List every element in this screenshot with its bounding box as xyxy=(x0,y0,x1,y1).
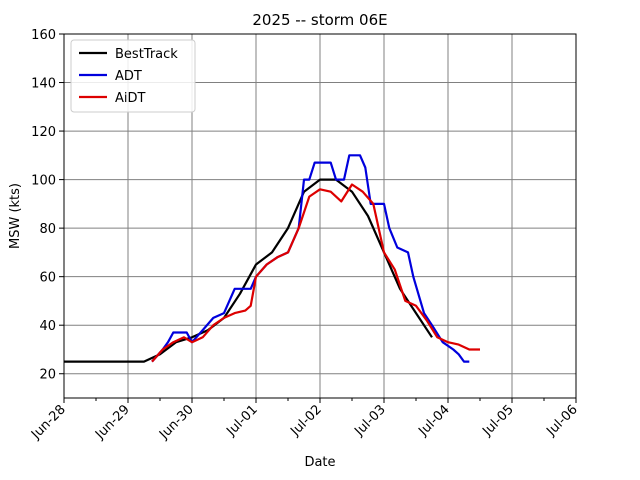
legend-label-adt: ADT xyxy=(115,69,142,84)
y-axis-label: MSW (kts) xyxy=(8,183,23,249)
x-tick-label: Jun-29 xyxy=(92,402,133,443)
series-line-adt xyxy=(151,154,470,363)
y-tick-label: 120 xyxy=(31,125,56,140)
x-tick-label: Jun-30 xyxy=(156,402,197,443)
legend-label-aidt: AiDT xyxy=(115,91,146,106)
legend-label-besttrack: BestTrack xyxy=(115,47,178,62)
series-line-aidt xyxy=(151,183,480,363)
x-tick-label: Jul-06 xyxy=(543,402,580,439)
y-tick-label: 60 xyxy=(39,271,56,286)
series-layer xyxy=(64,154,480,363)
chart-title: 2025 -- storm 06E xyxy=(252,11,387,29)
y-tick-label: 140 xyxy=(31,77,56,92)
legend: BestTrack ADT AiDT xyxy=(70,39,196,113)
x-axis-label: Date xyxy=(304,455,335,470)
x-tick-label: Jul-03 xyxy=(351,402,388,439)
legend-box xyxy=(70,39,196,113)
y-tick-label: 80 xyxy=(39,222,56,237)
x-tick-label: Jul-01 xyxy=(223,402,260,439)
y-tick-label: 20 xyxy=(39,368,56,383)
y-tick-label: 100 xyxy=(31,174,56,189)
series-line-besttrack xyxy=(64,178,433,363)
x-tick-label: Jul-02 xyxy=(287,402,324,439)
y-tick-label: 160 xyxy=(31,28,56,43)
x-tick-label: Jun-28 xyxy=(28,402,69,443)
x-tick-label: Jul-05 xyxy=(479,402,516,439)
y-tick-label: 40 xyxy=(39,319,56,334)
x-tick-label: Jul-04 xyxy=(415,402,452,439)
